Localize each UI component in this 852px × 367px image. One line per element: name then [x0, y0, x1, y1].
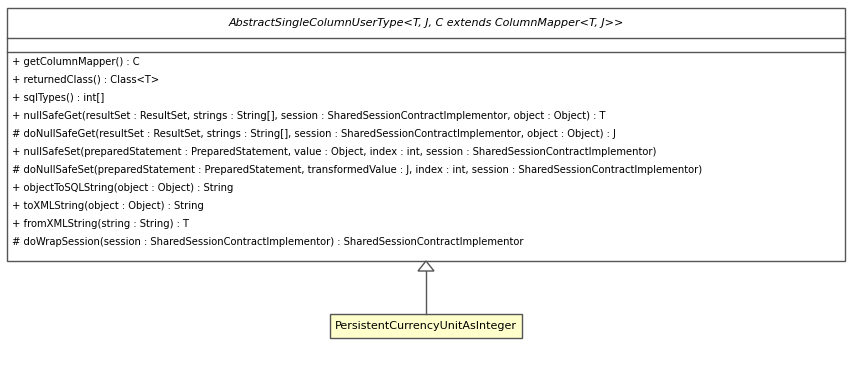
- Polygon shape: [418, 261, 434, 271]
- Text: PersistentCurrencyUnitAsInteger: PersistentCurrencyUnitAsInteger: [335, 321, 517, 331]
- Text: # doNullSafeGet(resultSet : ResultSet, strings : String[], session : SharedSessi: # doNullSafeGet(resultSet : ResultSet, s…: [12, 129, 616, 139]
- Bar: [330, 314, 522, 338]
- Text: # doWrapSession(session : SharedSessionContractImplementor) : SharedSessionContr: # doWrapSession(session : SharedSessionC…: [12, 237, 523, 247]
- Text: + nullSafeGet(resultSet : ResultSet, strings : String[], session : SharedSession: + nullSafeGet(resultSet : ResultSet, str…: [12, 111, 606, 121]
- Text: + fromXMLString(string : String) : T: + fromXMLString(string : String) : T: [12, 219, 189, 229]
- Text: AbstractSingleColumnUserType<T, J, C extends ColumnMapper<T, J>>: AbstractSingleColumnUserType<T, J, C ext…: [228, 18, 624, 28]
- Text: + objectToSQLString(object : Object) : String: + objectToSQLString(object : Object) : S…: [12, 183, 233, 193]
- Text: + returnedClass() : Class<T>: + returnedClass() : Class<T>: [12, 75, 159, 85]
- Text: # doNullSafeSet(preparedStatement : PreparedStatement, transformedValue : J, ind: # doNullSafeSet(preparedStatement : Prep…: [12, 165, 702, 175]
- Text: + getColumnMapper() : C: + getColumnMapper() : C: [12, 57, 140, 67]
- Text: + toXMLString(object : Object) : String: + toXMLString(object : Object) : String: [12, 201, 204, 211]
- Text: + sqlTypes() : int[]: + sqlTypes() : int[]: [12, 93, 104, 103]
- Text: + nullSafeSet(preparedStatement : PreparedStatement, value : Object, index : int: + nullSafeSet(preparedStatement : Prepar…: [12, 147, 656, 157]
- Bar: [7, 8, 845, 261]
